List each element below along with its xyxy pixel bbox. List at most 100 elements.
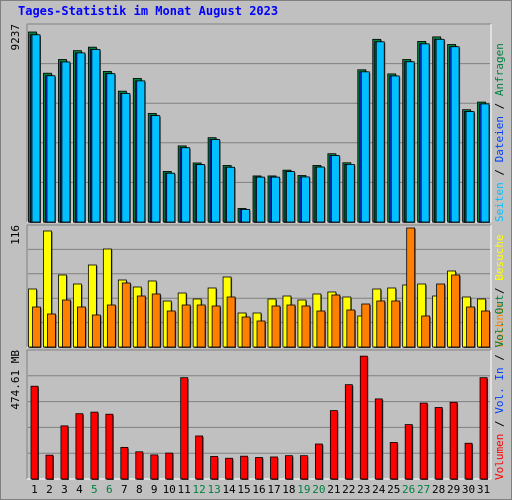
rechner-bar (121, 282, 131, 348)
x-tick-label: 5 (91, 483, 98, 496)
volumen-bar (479, 377, 488, 480)
rechner-bar (106, 304, 116, 348)
seiten-bar (241, 209, 250, 223)
rechner-bar (136, 295, 146, 348)
volumen-bar (255, 457, 263, 480)
rechner-bar (301, 305, 311, 348)
volumen-bar (240, 455, 248, 480)
rechner-bar (451, 274, 460, 348)
volumen-bar (75, 413, 84, 480)
seiten-bar (315, 166, 325, 223)
x-tick-label: 31 (477, 483, 490, 496)
volumen-bar (464, 442, 473, 480)
rechner-bar (466, 306, 475, 348)
volumen-bar (105, 413, 114, 480)
volumen-bar (165, 452, 174, 480)
visits-legend: Rechner / Besuche (493, 234, 506, 347)
seiten-bar (181, 147, 191, 223)
x-tick-label: 9 (151, 483, 158, 496)
visits-y-max-label: 116 (9, 225, 22, 245)
seiten-bar (61, 61, 71, 223)
rechner-bar (47, 313, 56, 348)
x-tick-label: 27 (417, 483, 430, 496)
x-tick-label: 20 (312, 483, 325, 496)
seiten-bar (345, 164, 355, 223)
x-tick-label: 12 (193, 483, 206, 496)
volumen-bar (404, 424, 413, 480)
rechner-bar (226, 296, 236, 348)
chart-title: Tages-Statistik im Monat August 2023 (18, 4, 279, 18)
seiten-bar (450, 46, 460, 223)
x-tick-label: 30 (462, 483, 475, 496)
rechner-bar (151, 293, 161, 348)
x-tick-label: 15 (237, 483, 250, 496)
rechner-bar (211, 305, 221, 348)
seiten-bar (420, 43, 430, 223)
x-tick-label: 16 (252, 483, 265, 496)
volumen-bar (210, 456, 219, 480)
hits-legend-item: Dateien (493, 116, 506, 162)
seiten-bar (405, 61, 415, 223)
rechner-bar (196, 304, 206, 348)
seiten-bar (271, 176, 280, 223)
seiten-bar (256, 176, 265, 223)
rechner-bar (256, 320, 266, 348)
volumen-bar (449, 401, 458, 480)
x-tick-label: 13 (207, 483, 220, 496)
seiten-bar (211, 139, 221, 223)
seiten-bar (480, 103, 490, 223)
volumen-bar (374, 398, 383, 480)
rechner-bar (32, 306, 41, 348)
rechner-bar (421, 315, 431, 348)
seiten-bar (196, 164, 206, 223)
volumen-bar (314, 443, 323, 480)
volume-legend-item: / (493, 348, 506, 368)
hits-legend-item: Seiten (493, 182, 506, 222)
rechner-bar (376, 300, 386, 348)
rechner-bar (406, 227, 416, 348)
hits-y-max-label: 9237 (9, 24, 22, 51)
volume-legend-item: Volumen (493, 434, 506, 480)
volume-y-max-label: 474.61 MB (9, 350, 22, 410)
rechner-bar (286, 304, 296, 348)
x-tick-label: 2 (46, 483, 53, 496)
x-tick-label: 21 (327, 483, 340, 496)
seiten-bar (330, 155, 340, 223)
hits-legend-item: / (493, 162, 506, 182)
seiten-bar (76, 52, 86, 223)
rechner-bar (361, 303, 371, 348)
x-tick-label: 18 (282, 483, 295, 496)
x-tick-label: 4 (76, 483, 83, 496)
seiten-bar (375, 41, 385, 223)
volumen-bar (389, 442, 398, 480)
x-tick-label: 3 (61, 483, 68, 496)
x-tick-label: 22 (342, 483, 355, 496)
volumen-bar (135, 451, 144, 480)
x-tick-label: 7 (121, 483, 128, 496)
seiten-bar (390, 75, 400, 223)
rechner-bar (241, 316, 251, 348)
x-tick-label: 29 (447, 483, 460, 496)
seiten-bar (360, 71, 370, 223)
rechner-bar (91, 314, 101, 348)
volume-legend-item: Vol. Out (493, 295, 506, 348)
x-tick-label: 8 (136, 483, 143, 496)
seiten-bar (31, 34, 41, 223)
rechner-bar (166, 310, 176, 348)
volumen-bar (195, 435, 204, 480)
x-tick-label: 23 (357, 483, 370, 496)
visits-legend-item: / (493, 281, 506, 301)
volume-legend-item: / (493, 414, 506, 434)
rechner-bar (391, 300, 401, 348)
volumen-bar (30, 385, 39, 480)
seiten-bar (91, 49, 101, 223)
x-tick-label: 10 (163, 483, 176, 496)
seiten-bar (136, 80, 146, 223)
seiten-bar (465, 111, 475, 223)
rechner-bar (271, 305, 281, 348)
x-tick-label: 19 (297, 483, 310, 496)
rechner-bar (77, 306, 86, 348)
volumen-bar (120, 446, 129, 480)
volumen-bar (285, 455, 293, 480)
